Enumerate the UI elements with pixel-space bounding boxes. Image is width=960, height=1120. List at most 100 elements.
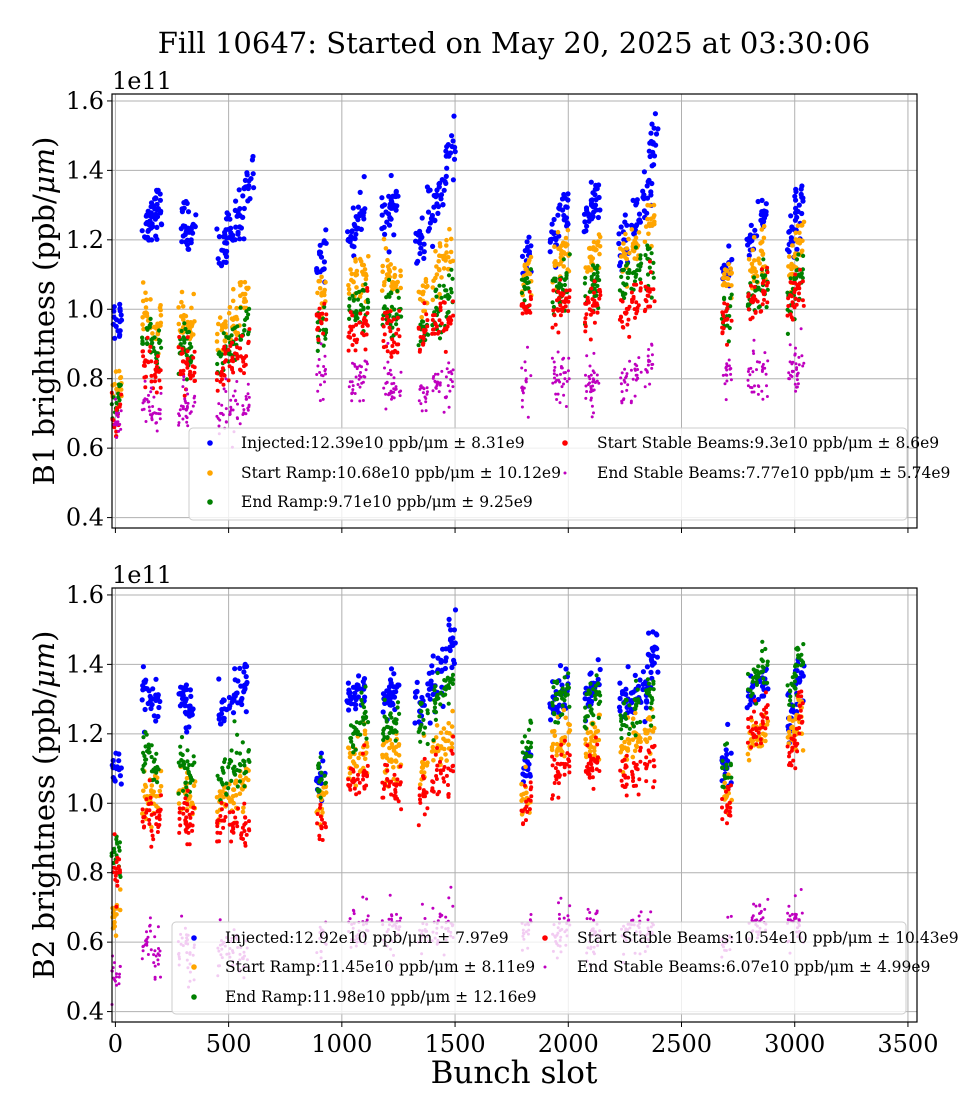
data-point: [438, 196, 444, 202]
data-point: [184, 801, 189, 806]
data-point: [795, 368, 798, 371]
data-point: [562, 698, 567, 703]
data-point: [434, 768, 439, 772]
data-point: [622, 310, 627, 315]
data-point: [185, 808, 189, 813]
data-point: [756, 674, 761, 679]
data-point: [222, 240, 228, 246]
data-point: [393, 717, 398, 722]
data-point: [583, 737, 588, 742]
data-point: [723, 382, 727, 386]
data-point: [180, 914, 184, 918]
data-point: [588, 681, 593, 686]
data-point: [118, 972, 121, 976]
data-point: [750, 390, 754, 394]
data-point: [447, 405, 451, 409]
data-point: [619, 274, 624, 279]
data-point: [228, 225, 234, 231]
data-point: [218, 814, 223, 818]
data-point: [218, 777, 223, 782]
data-point: [347, 330, 352, 335]
data-point: [419, 769, 424, 775]
data-point: [117, 411, 120, 415]
data-point: [449, 664, 455, 671]
data-point: [422, 725, 428, 730]
data-point: [727, 358, 731, 362]
data-point: [115, 972, 118, 976]
data-point: [352, 725, 357, 730]
data-point: [630, 772, 635, 777]
data-point: [114, 904, 119, 909]
data-point: [433, 379, 437, 383]
data-point: [563, 244, 568, 249]
data-point: [242, 686, 248, 692]
y-tick-label: 0.6: [66, 434, 104, 462]
data-point: [145, 398, 149, 401]
data-point: [565, 379, 569, 383]
data-point: [595, 657, 601, 663]
data-point: [641, 169, 648, 175]
data-point: [246, 341, 251, 346]
data-point: [360, 679, 366, 685]
data-point: [582, 696, 588, 702]
data-point: [353, 318, 358, 323]
data-point: [112, 846, 117, 852]
data-point: [112, 849, 117, 855]
data-point: [632, 279, 638, 284]
data-point: [567, 770, 572, 775]
data-point: [221, 331, 226, 336]
data-point: [646, 293, 651, 298]
data-point: [349, 736, 354, 741]
data-point: [591, 369, 595, 373]
data-point: [219, 800, 224, 805]
data-point: [751, 370, 755, 374]
data-point: [523, 783, 527, 788]
data-point: [239, 701, 245, 708]
data-point: [596, 701, 602, 706]
data-point: [727, 800, 732, 805]
data-point: [626, 737, 632, 743]
data-point: [720, 797, 725, 801]
data-point: [352, 690, 358, 696]
data-point: [425, 318, 430, 323]
data-point: [643, 224, 649, 229]
data-point: [554, 777, 559, 782]
data-point: [796, 298, 801, 303]
data-point: [151, 412, 155, 416]
data-point: [760, 639, 765, 644]
data-point: [643, 705, 650, 711]
data-point: [152, 757, 157, 762]
data-point: [528, 267, 534, 272]
data-point: [430, 788, 434, 793]
data-point: [430, 243, 436, 249]
data-point: [587, 703, 592, 709]
data-point: [353, 706, 359, 712]
data-point: [365, 286, 370, 290]
data-point: [638, 719, 643, 725]
data-point: [180, 347, 185, 351]
data-point: [351, 750, 356, 755]
data-point: [214, 339, 220, 344]
data-point: [647, 715, 652, 720]
data-point: [621, 267, 627, 272]
data-point: [243, 362, 248, 367]
data-point: [652, 779, 657, 784]
data-point: [792, 738, 797, 743]
data-point: [749, 283, 753, 288]
data-point: [752, 709, 756, 714]
data-point: [746, 725, 751, 730]
data-point: [316, 761, 321, 766]
data-point: [619, 298, 623, 303]
data-point: [356, 755, 361, 761]
data-point: [794, 346, 797, 350]
data-point: [219, 369, 224, 374]
data-point: [760, 251, 766, 256]
data-point: [560, 385, 564, 389]
data-point: [797, 690, 802, 695]
data-point: [365, 897, 369, 901]
data-point: [216, 234, 222, 240]
data-point: [365, 311, 370, 316]
data-point: [798, 703, 802, 708]
data-point: [449, 748, 454, 753]
data-point: [215, 773, 220, 778]
